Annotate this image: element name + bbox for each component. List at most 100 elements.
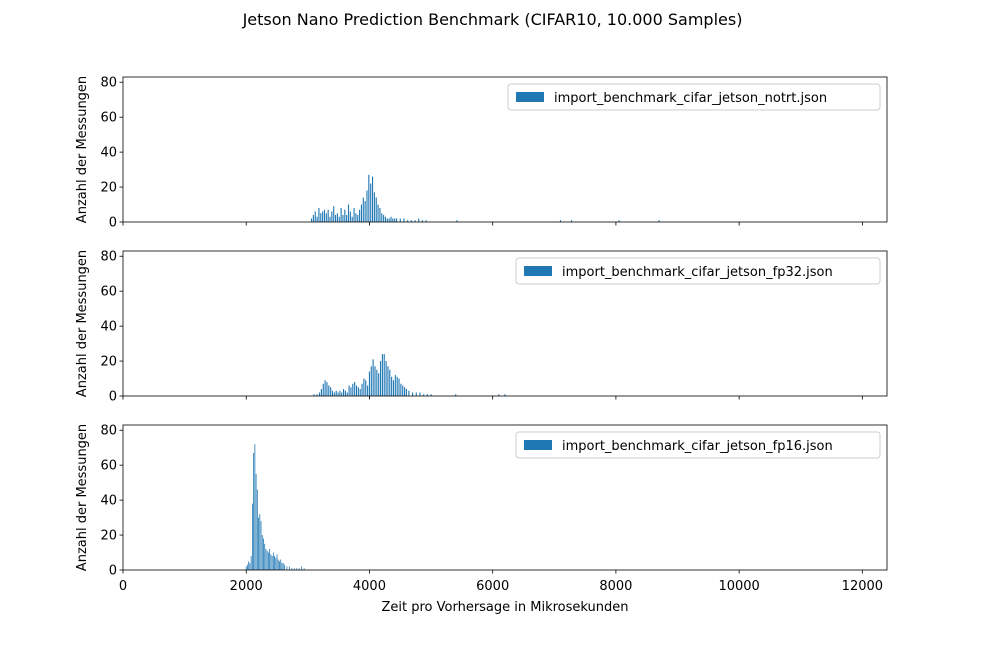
bar — [253, 452, 255, 570]
bar — [405, 389, 407, 396]
bar — [455, 394, 457, 396]
bar — [251, 503, 253, 570]
bar — [279, 561, 280, 570]
bar — [318, 392, 321, 396]
bar — [260, 521, 262, 570]
y-axis-label: Anzahl der Messungen — [75, 424, 90, 571]
bar — [291, 568, 293, 570]
bar — [386, 218, 388, 222]
bar — [412, 392, 414, 396]
bar — [286, 566, 288, 570]
bar — [280, 559, 282, 570]
x-tick-label: 2000 — [230, 579, 263, 594]
bar — [316, 394, 318, 396]
bar — [331, 390, 334, 396]
legend-box — [507, 83, 881, 111]
bar — [384, 216, 387, 222]
bar — [504, 394, 506, 396]
legend-swatch — [524, 266, 552, 276]
bar — [333, 392, 335, 396]
legend-box — [515, 257, 881, 285]
legend-label: import_benchmark_cifar_jetson_notrt.json — [554, 91, 827, 106]
bar — [359, 209, 361, 222]
bar — [423, 394, 425, 396]
bar — [365, 380, 367, 396]
bar — [392, 218, 394, 222]
bar — [330, 387, 332, 396]
bar — [316, 216, 318, 222]
bar — [370, 366, 372, 396]
bar — [259, 514, 261, 570]
y-tick-label: 20 — [100, 355, 117, 370]
chart-title: Jetson Nano Prediction Benchmark (CIFAR1… — [242, 10, 743, 29]
bar — [377, 204, 379, 222]
bar — [266, 550, 268, 570]
bar — [351, 216, 353, 222]
y-tick-label: 0 — [109, 216, 117, 231]
bar — [341, 392, 343, 396]
bar — [256, 489, 258, 570]
bar — [263, 538, 264, 570]
bar — [264, 543, 266, 570]
bar — [281, 563, 283, 570]
bar — [364, 201, 366, 222]
bar — [559, 220, 562, 222]
bar — [303, 568, 305, 570]
axes-frame — [122, 76, 888, 223]
legend-swatch — [524, 440, 552, 450]
x-tick-label: 10000 — [718, 579, 759, 594]
bar — [396, 376, 398, 396]
bar — [367, 385, 369, 396]
bar — [336, 213, 338, 222]
bar — [331, 211, 333, 222]
bar — [392, 380, 395, 396]
bar — [276, 554, 278, 570]
bar — [357, 215, 359, 222]
x-tick-label: 6000 — [476, 579, 509, 594]
bar — [298, 568, 300, 570]
bar — [314, 211, 316, 222]
bar — [254, 444, 256, 570]
legend-label: import_benchmark_cifar_jetson_fp16.json — [562, 439, 833, 454]
bar — [326, 382, 328, 396]
bar — [248, 561, 250, 570]
bar — [410, 220, 412, 222]
y-tick-label: 60 — [100, 459, 117, 474]
legend-label: import_benchmark_cifar_jetson_fp32.json — [562, 265, 833, 280]
y-tick-label: 60 — [100, 111, 117, 126]
x-tick-label: 0 — [119, 579, 127, 594]
bar — [268, 552, 269, 570]
bar — [363, 378, 365, 396]
bar — [284, 564, 285, 570]
bar — [379, 208, 381, 222]
bar — [414, 220, 416, 222]
legend-swatch — [516, 92, 544, 102]
x-tick-label: 8000 — [599, 579, 632, 594]
bar — [270, 554, 272, 570]
bar — [339, 390, 341, 396]
bar — [381, 213, 383, 222]
bar — [399, 218, 401, 222]
bar — [374, 366, 376, 396]
x-axis-label: Zeit pro Vorhersage in Mikrosekunden — [381, 600, 628, 615]
bar — [618, 220, 620, 222]
bar — [398, 378, 400, 396]
y-tick-label: 20 — [100, 529, 117, 544]
bar — [313, 394, 315, 396]
bar — [258, 517, 259, 570]
y-tick-label: 80 — [100, 250, 117, 265]
y-tick-label: 0 — [109, 390, 117, 405]
bar — [333, 206, 335, 222]
bar — [383, 215, 385, 222]
y-tick-label: 20 — [100, 181, 117, 196]
axes-frame — [122, 424, 888, 571]
bar — [325, 213, 327, 222]
bar — [296, 568, 298, 570]
bar — [370, 183, 372, 222]
legend-box — [515, 431, 881, 459]
bar — [391, 376, 393, 396]
bar — [407, 220, 409, 222]
bar — [343, 389, 345, 396]
